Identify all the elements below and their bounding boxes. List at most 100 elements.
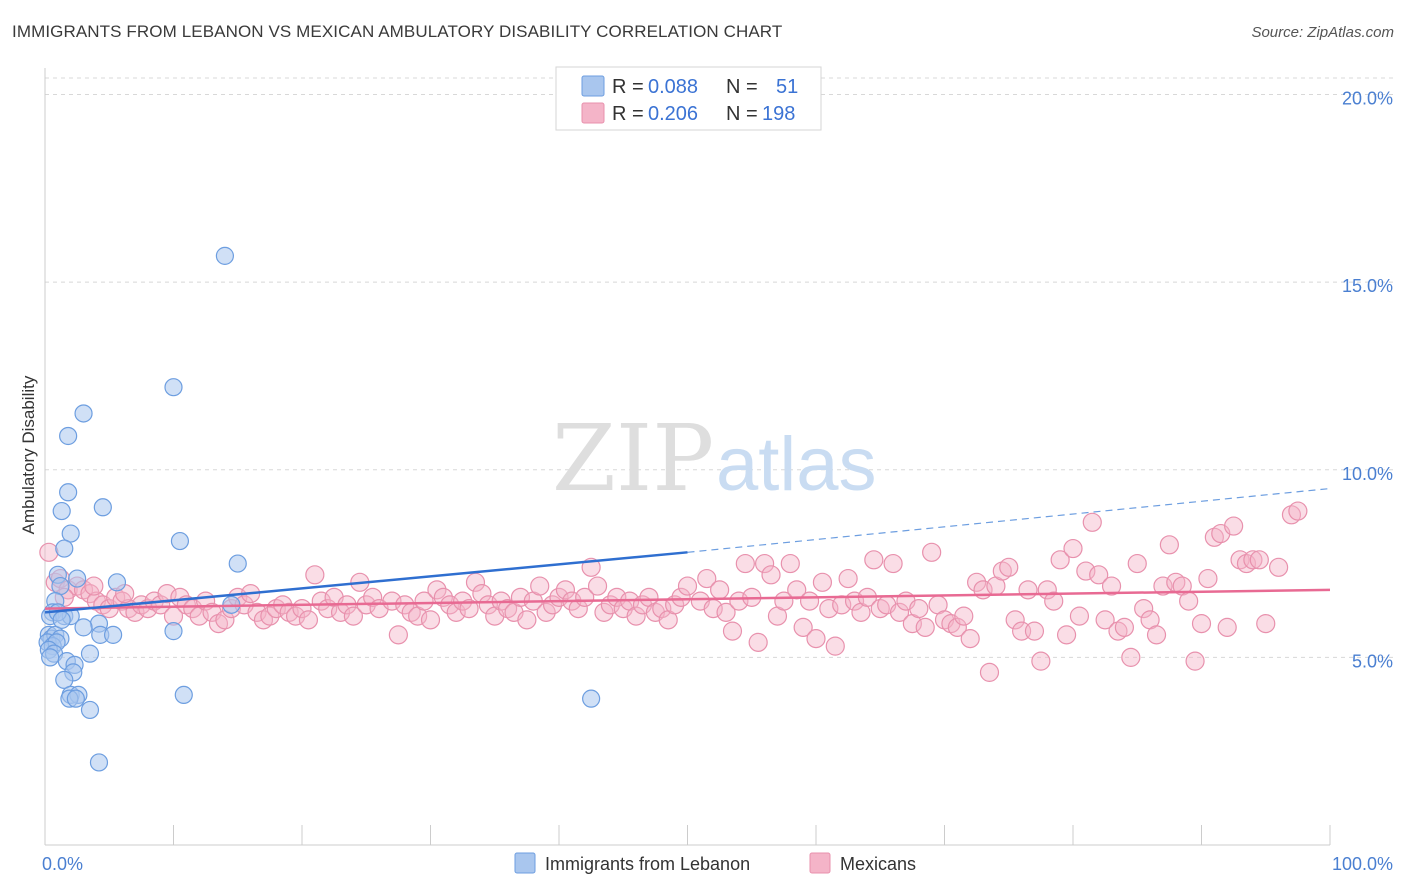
mexicans-point [677, 576, 698, 596]
lebanon-point [68, 569, 87, 588]
mexicans-point [1095, 610, 1115, 630]
mexicans-point [1243, 550, 1263, 570]
mexicans-point [440, 595, 460, 615]
mexicans-point [1159, 535, 1179, 555]
mexicans-point [1082, 512, 1102, 532]
mexicans-point [1153, 576, 1173, 596]
chart-title: IMMIGRANTS FROM LEBANON VS MEXICAN AMBUL… [12, 22, 783, 41]
series-legend: Immigrants from Lebanon Mexicans [514, 852, 916, 874]
legend-n-value-1: 51 [776, 76, 798, 98]
mexicans-point [909, 598, 929, 619]
y-tick-label: 15.0% [1342, 276, 1393, 296]
bottom-legend-label-lebanon: Immigrants from Lebanon [545, 854, 750, 874]
watermark-zip: ZIP [552, 405, 714, 512]
mexicans-point [947, 617, 967, 637]
mexicans-point [343, 606, 363, 626]
bottom-legend-swatch-lebanon [514, 852, 536, 874]
legend-r-value-2: 0.206 [648, 103, 698, 125]
mexicans-point [157, 583, 177, 604]
mexicans-point [1050, 550, 1070, 570]
mexicans-point [1089, 565, 1109, 585]
mexicans-point [517, 610, 537, 630]
mexicans-point [838, 568, 858, 589]
mexicans-point [555, 580, 576, 600]
mexicans-point [414, 591, 434, 611]
mexicans-point [363, 587, 383, 607]
mexicans-point [915, 617, 935, 637]
mexicans-point [478, 595, 498, 615]
mexicans-point [1224, 516, 1244, 536]
lebanon-point [228, 554, 247, 573]
mexicans-point [999, 557, 1019, 577]
lebanon-point [89, 753, 109, 772]
mexicans-point [1256, 614, 1276, 634]
mexicans-point [247, 602, 267, 622]
mexicans-point [780, 553, 800, 574]
legend-swatch-mexicans [581, 102, 605, 124]
lebanon-trend-line [44, 551, 688, 614]
mexicans-point [285, 606, 306, 626]
stats-legend: R = 0.088 N = 51 R = 0.206 N = 198 [555, 66, 822, 131]
mexicans-point [819, 598, 839, 619]
mexicans-point [1191, 614, 1212, 634]
lebanon-point [582, 689, 601, 708]
mexicans-point [388, 625, 408, 645]
watermark: ZIP atlas [552, 405, 877, 512]
mexicans-point [594, 602, 614, 622]
mexicans-point [1018, 580, 1038, 600]
mexicans-point [799, 591, 820, 611]
mexicans-point [305, 565, 325, 585]
mexicans-point [979, 662, 1000, 682]
lebanon-point [74, 404, 93, 423]
watermark-atlas: atlas [716, 422, 877, 507]
legend-swatch-lebanon [581, 75, 605, 97]
mexicans-point [716, 602, 736, 622]
lebanon-point [55, 539, 74, 558]
mexicans-point [1127, 553, 1147, 574]
mexicans-point [883, 553, 903, 574]
mexicans-point [1076, 561, 1096, 581]
x-tick-label-start: 0.0% [42, 854, 83, 874]
mexicans-point [967, 572, 987, 592]
legend-r-label-1: R = [612, 76, 644, 98]
y-tick-label: 10.0% [1342, 464, 1393, 484]
mexicans-point [536, 602, 556, 622]
lebanon-point [52, 610, 71, 629]
tick-labels: 5.0% 10.0% 15.0% 20.0% 0.0% 100.0% [42, 89, 1393, 874]
lebanon-point [80, 700, 100, 720]
mexicans-point [960, 629, 980, 649]
mexicans-point [954, 606, 974, 626]
y-axis-label: Ambulatory Disability [19, 375, 38, 534]
source-credit: Source: ZipAtlas.com [1251, 24, 1394, 41]
mexicans-point [806, 629, 826, 649]
mexicans-point [1121, 647, 1141, 667]
lebanon-point [41, 648, 60, 667]
lebanon-point [59, 483, 78, 502]
mexicans-point [1101, 576, 1122, 596]
lebanon-point [164, 378, 183, 397]
mexicans-point [889, 602, 910, 622]
y-tick-label: 20.0% [1342, 89, 1393, 109]
mexicans-point [1063, 538, 1083, 559]
mexicans-point [427, 580, 447, 600]
mexicans-point [530, 576, 550, 596]
mexicans-point [84, 576, 104, 596]
bottom-legend-label-mexicans: Mexicans [840, 854, 916, 874]
legend-n-label-2: N = [726, 103, 758, 125]
mexicans-point [729, 591, 749, 611]
lebanon-point [61, 524, 80, 543]
mexicans-point [1198, 568, 1218, 589]
legend-r-value-1: 0.088 [648, 76, 698, 98]
mexicans-point [607, 587, 627, 607]
mexicans-trend-line [44, 588, 1331, 610]
mexicans-point [382, 591, 402, 611]
lebanon-point [107, 573, 127, 592]
mexicans-point [1288, 501, 1308, 521]
x-tick-label-end: 100.0% [1332, 854, 1393, 874]
mexicans-point [748, 632, 768, 652]
legend-n-value-2: 198 [762, 103, 795, 125]
bottom-legend-swatch-mexicans [809, 852, 831, 874]
grid-lines [45, 77, 1395, 658]
mexicans-point [864, 550, 884, 570]
